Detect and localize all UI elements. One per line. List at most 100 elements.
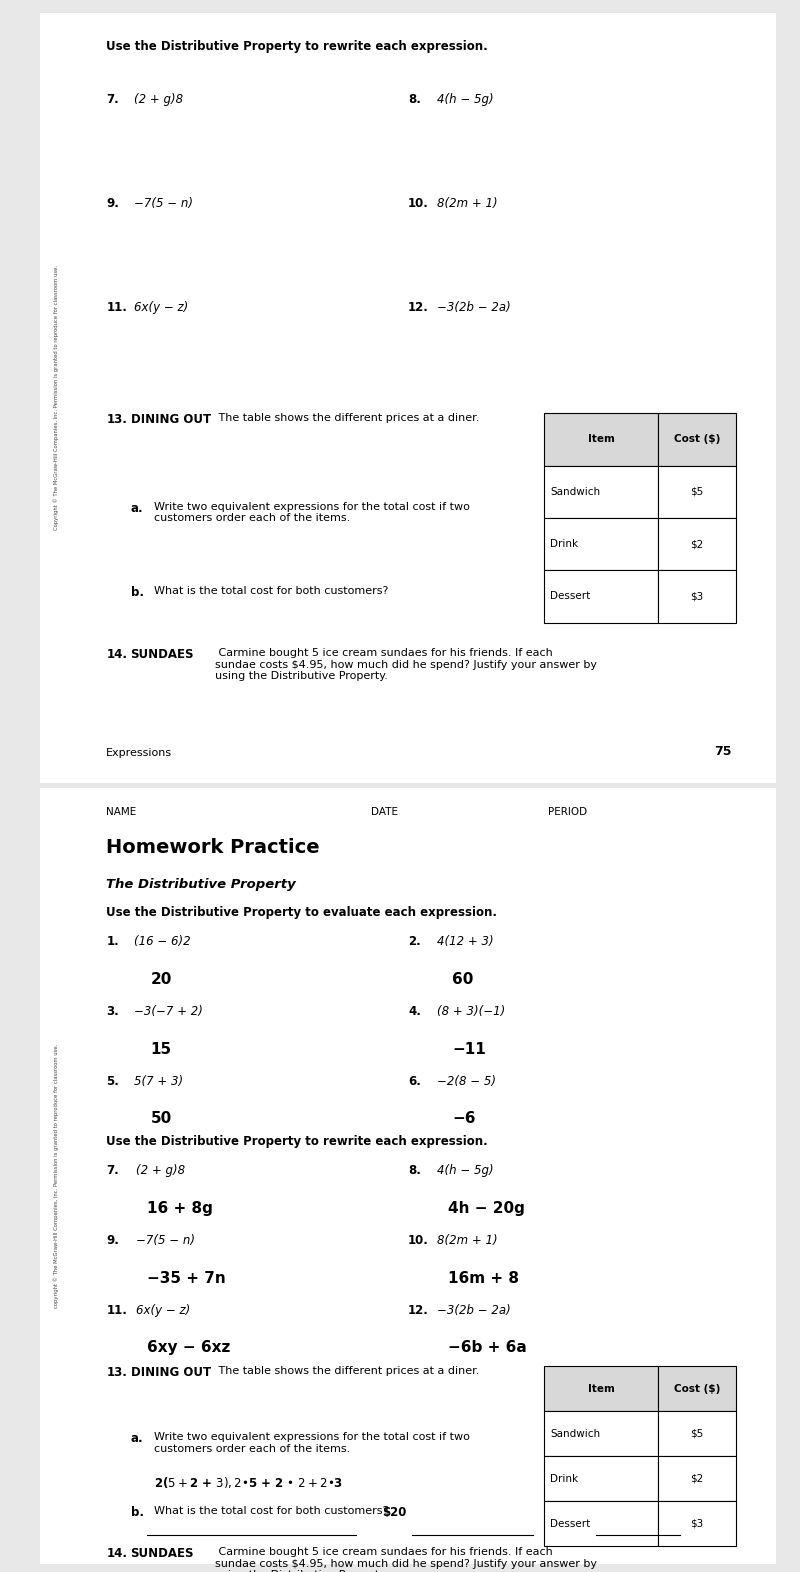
Bar <box>544 1501 658 1547</box>
Text: Use the Distributive Property to evaluate each expression.: Use the Distributive Property to evaluat… <box>106 905 498 918</box>
Text: Dessert: Dessert <box>550 591 590 602</box>
Text: −7(5 − n): −7(5 − n) <box>136 1234 194 1247</box>
Text: The Distributive Property: The Distributive Property <box>106 879 296 891</box>
Text: Write two equivalent expressions for the total cost if two
customers order each : Write two equivalent expressions for the… <box>154 501 470 523</box>
Text: Copyright © The McGraw-Hill Companies, Inc. Permission is granted to reproduce f: Copyright © The McGraw-Hill Companies, I… <box>54 266 59 530</box>
Text: 10.: 10. <box>408 198 429 211</box>
Text: (16 − 6)2: (16 − 6)2 <box>134 935 191 948</box>
Text: 13.: 13. <box>106 1366 127 1379</box>
Text: −3(2b − 2a): −3(2b − 2a) <box>438 1305 511 1317</box>
Text: 10.: 10. <box>408 1234 429 1247</box>
Text: −6b + 6a: −6b + 6a <box>449 1341 527 1355</box>
Text: b.: b. <box>130 586 143 599</box>
Text: 5(7 + 3): 5(7 + 3) <box>134 1075 183 1088</box>
Text: −11: −11 <box>452 1042 486 1056</box>
Bar <box>658 413 735 465</box>
Bar <box>658 1412 735 1456</box>
Text: Cost ($): Cost ($) <box>674 434 720 445</box>
Text: 20: 20 <box>150 971 172 987</box>
Text: $5: $5 <box>690 487 703 497</box>
Text: 9.: 9. <box>106 198 119 211</box>
Text: $3: $3 <box>690 591 703 602</box>
Bar <box>544 413 658 465</box>
Text: DINING OUT: DINING OUT <box>130 1366 210 1379</box>
Text: b.: b. <box>130 1506 143 1519</box>
Text: 14.: 14. <box>106 1547 127 1559</box>
Text: Carmine bought 5 ice cream sundaes for his friends. If each
sundae costs $4.95, : Carmine bought 5 ice cream sundaes for h… <box>215 648 597 681</box>
Text: SUNDAES: SUNDAES <box>130 1547 194 1559</box>
Text: Item: Item <box>588 1383 614 1394</box>
Text: 8(2m + 1): 8(2m + 1) <box>438 198 498 211</box>
Text: 4(12 + 3): 4(12 + 3) <box>438 935 494 948</box>
Text: Item: Item <box>588 434 614 445</box>
Bar <box>658 517 735 571</box>
Text: 75: 75 <box>714 745 732 758</box>
Text: 5.: 5. <box>106 1075 119 1088</box>
Text: Carmine bought 5 ice cream sundaes for his friends. If each
sundae costs $4.95, : Carmine bought 5 ice cream sundaes for h… <box>215 1547 597 1572</box>
Text: $3: $3 <box>690 1519 703 1528</box>
Text: 1.: 1. <box>106 935 119 948</box>
Text: a.: a. <box>130 501 143 514</box>
Text: 11.: 11. <box>106 302 127 314</box>
Text: Use the Distributive Property to rewrite each expression.: Use the Distributive Property to rewrite… <box>106 1135 488 1148</box>
Text: 16 + 8g: 16 + 8g <box>146 1201 213 1215</box>
Text: Use the Distributive Property to rewrite each expression.: Use the Distributive Property to rewrite… <box>106 39 488 52</box>
Text: 8.: 8. <box>408 93 421 107</box>
Text: $20: $20 <box>382 1506 406 1519</box>
Text: Drink: Drink <box>550 1473 578 1484</box>
Text: 12.: 12. <box>408 302 429 314</box>
Text: 8.: 8. <box>408 1165 421 1177</box>
Text: What is the total cost for both customers?: What is the total cost for both customer… <box>154 1506 389 1515</box>
Text: $2: $2 <box>690 539 703 549</box>
Text: 4h − 20g: 4h − 20g <box>449 1201 526 1215</box>
Text: 60: 60 <box>452 971 474 987</box>
Text: What is the total cost for both customers?: What is the total cost for both customer… <box>154 586 389 596</box>
Text: 15: 15 <box>150 1042 171 1056</box>
Text: −2(8 − 5): −2(8 − 5) <box>438 1075 497 1088</box>
Text: DATE: DATE <box>371 806 398 817</box>
Text: 4.: 4. <box>408 1005 421 1019</box>
Text: −7(5 − n): −7(5 − n) <box>134 198 194 211</box>
Bar <box>544 517 658 571</box>
Bar <box>658 1366 735 1412</box>
Text: The table shows the different prices at a diner.: The table shows the different prices at … <box>215 413 479 423</box>
Text: 7.: 7. <box>106 1165 119 1177</box>
Text: Write two equivalent expressions for the total cost if two
customers order each : Write two equivalent expressions for the… <box>154 1432 470 1454</box>
Bar <box>544 1366 658 1412</box>
Text: copyright © The McGraw-Hill Companies, Inc. Permission is granted to reproduce f: copyright © The McGraw-Hill Companies, I… <box>54 1044 59 1308</box>
Text: Expressions: Expressions <box>106 748 172 758</box>
Text: 11.: 11. <box>106 1305 127 1317</box>
Bar <box>544 571 658 623</box>
Bar <box>658 465 735 517</box>
Bar <box>544 1412 658 1456</box>
Text: Sandwich: Sandwich <box>550 487 600 497</box>
Text: Sandwich: Sandwich <box>550 1429 600 1438</box>
Bar <box>544 1456 658 1501</box>
Text: Homework Practice: Homework Practice <box>106 838 320 857</box>
Bar <box>658 571 735 623</box>
Text: 8(2m + 1): 8(2m + 1) <box>438 1234 498 1247</box>
Text: 6x(y − z): 6x(y − z) <box>134 302 189 314</box>
Text: Cost ($): Cost ($) <box>674 1383 720 1394</box>
Text: 6x(y − z): 6x(y − z) <box>136 1305 190 1317</box>
Text: −3(−7 + 2): −3(−7 + 2) <box>134 1005 203 1019</box>
Text: 4(h − 5g): 4(h − 5g) <box>438 93 494 107</box>
Text: $5: $5 <box>690 1429 703 1438</box>
Text: 2($5 + $2 + $3), 2 • $5 + 2 • $2 + 2 • $3: 2($5 + $2 + $3), 2 • $5 + 2 • $2 + 2 • $… <box>154 1475 343 1490</box>
Text: 12.: 12. <box>408 1305 429 1317</box>
Text: 2.: 2. <box>408 935 421 948</box>
Text: 6xy − 6xz: 6xy − 6xz <box>146 1341 230 1355</box>
Text: (2 + g)8: (2 + g)8 <box>134 93 183 107</box>
Text: Drink: Drink <box>550 539 578 549</box>
Text: −6: −6 <box>452 1111 476 1127</box>
Text: $2: $2 <box>690 1473 703 1484</box>
Text: 7.: 7. <box>106 93 119 107</box>
Text: SUNDAES: SUNDAES <box>130 648 194 662</box>
Text: 50: 50 <box>150 1111 172 1127</box>
Text: PERIOD: PERIOD <box>548 806 587 817</box>
Text: (2 + g)8: (2 + g)8 <box>136 1165 185 1177</box>
Text: (8 + 3)(−1): (8 + 3)(−1) <box>438 1005 506 1019</box>
Text: 9.: 9. <box>106 1234 119 1247</box>
Bar <box>544 465 658 517</box>
Text: Dessert: Dessert <box>550 1519 590 1528</box>
